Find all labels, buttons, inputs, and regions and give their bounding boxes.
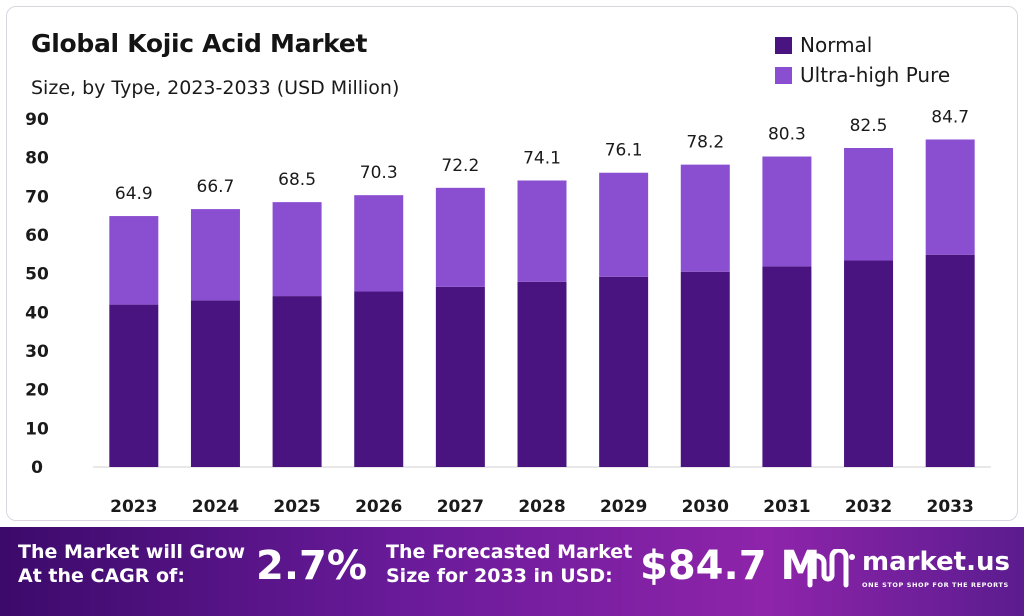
bar-total-label: 82.5 xyxy=(850,116,888,136)
x-tick-label: 2023 xyxy=(110,497,157,517)
cagr-value: 2.7% xyxy=(256,543,367,589)
x-tick-label: 2031 xyxy=(763,497,810,517)
brand-tagline: ONE STOP SHOP FOR THE REPORTS xyxy=(862,581,1009,589)
y-tick-label: 90 xyxy=(25,110,49,130)
x-tick-label: 2033 xyxy=(927,497,974,517)
legend-item-normal: Normal xyxy=(775,33,872,57)
bar-total-label: 80.3 xyxy=(768,125,806,145)
bar-total-label: 66.7 xyxy=(197,177,235,197)
cagr-label: The Market will Grow At the CAGR of: xyxy=(18,540,245,588)
bar-normal-2029 xyxy=(599,276,649,467)
bar-ultra-high-pure-2033 xyxy=(925,139,975,255)
bar-ultra-high-pure-2027 xyxy=(435,187,485,287)
bar-ultra-high-pure-2031 xyxy=(762,156,812,267)
x-tick-label: 2030 xyxy=(682,497,729,517)
x-tick-label: 2025 xyxy=(273,497,320,517)
legend-swatch-normal xyxy=(775,36,792,54)
chart-title: Global Kojic Acid Market xyxy=(31,29,368,58)
bar-ultra-high-pure-2028 xyxy=(517,180,567,282)
bar-ultra-high-pure-2026 xyxy=(354,195,404,292)
y-tick-label: 10 xyxy=(25,419,49,439)
cagr-label-line2: At the CAGR of: xyxy=(18,565,185,587)
bar-ultra-high-pure-2024 xyxy=(190,209,240,301)
forecast-label-line2: Size for 2033 in USD: xyxy=(386,565,613,587)
legend-swatch-ultra-high-pure xyxy=(775,66,792,84)
bar-ultra-high-pure-2023 xyxy=(109,216,159,305)
y-tick-label: 50 xyxy=(25,265,49,285)
legend-label-ultra-high-pure: Ultra-high Pure xyxy=(800,63,951,87)
market-us-logo-icon xyxy=(807,549,855,588)
x-tick-label: 2026 xyxy=(355,497,402,517)
forecast-label-line1: The Forecasted Market xyxy=(386,541,633,563)
bar-total-label: 84.7 xyxy=(931,107,969,127)
bar-normal-2025 xyxy=(272,296,322,467)
y-tick-label: 40 xyxy=(25,303,49,323)
forecast-label: The Forecasted Market Size for 2033 in U… xyxy=(386,540,632,588)
bar-total-label: 76.1 xyxy=(605,141,643,161)
legend-item-ultra-high-pure: Ultra-high Pure xyxy=(775,63,950,87)
legend-label-normal: Normal xyxy=(800,33,873,57)
bar-normal-2023 xyxy=(109,304,159,467)
bar-total-label: 78.2 xyxy=(686,133,724,153)
brand-name: market.us xyxy=(862,547,1010,577)
x-tick-label: 2029 xyxy=(600,497,647,517)
bar-total-label: 70.3 xyxy=(360,163,398,183)
bar-normal-2030 xyxy=(680,271,730,467)
chart-card: Global Kojic Acid Market Size, by Type, … xyxy=(6,6,1018,521)
bar-normal-2027 xyxy=(435,286,485,467)
x-tick-label: 2024 xyxy=(192,497,239,517)
bar-chart: 010203040506070809064.9202366.7202468.52… xyxy=(25,107,991,517)
bar-ultra-high-pure-2032 xyxy=(844,148,894,261)
bar-total-label: 68.5 xyxy=(278,170,316,190)
y-tick-label: 0 xyxy=(31,458,43,478)
bar-normal-2026 xyxy=(354,291,404,467)
y-tick-label: 60 xyxy=(25,226,49,246)
bar-total-label: 74.1 xyxy=(523,148,561,168)
bar-normal-2028 xyxy=(517,281,567,467)
chart-subtitle: Size, by Type, 2023-2033 (USD Million) xyxy=(31,77,400,99)
bar-normal-2031 xyxy=(762,266,812,467)
bar-normal-2033 xyxy=(925,254,975,467)
bar-ultra-high-pure-2025 xyxy=(272,202,322,297)
bar-normal-2024 xyxy=(190,300,240,467)
bar-ultra-high-pure-2029 xyxy=(599,172,649,277)
forecast-value: $84.7 M xyxy=(640,543,821,589)
bar-ultra-high-pure-2030 xyxy=(680,164,730,272)
y-tick-label: 80 xyxy=(25,149,49,169)
x-tick-label: 2032 xyxy=(845,497,892,517)
x-tick-label: 2027 xyxy=(437,497,484,517)
x-tick-label: 2028 xyxy=(518,497,565,517)
bar-normal-2032 xyxy=(844,260,894,467)
y-tick-label: 70 xyxy=(25,187,49,207)
bar-total-label: 64.9 xyxy=(115,184,153,204)
y-tick-label: 30 xyxy=(25,342,49,362)
footer-band: The Market will Grow At the CAGR of: 2.7… xyxy=(0,527,1024,616)
y-tick-label: 20 xyxy=(25,381,49,401)
cagr-label-line1: The Market will Grow xyxy=(18,541,246,563)
bar-total-label: 72.2 xyxy=(441,156,479,176)
